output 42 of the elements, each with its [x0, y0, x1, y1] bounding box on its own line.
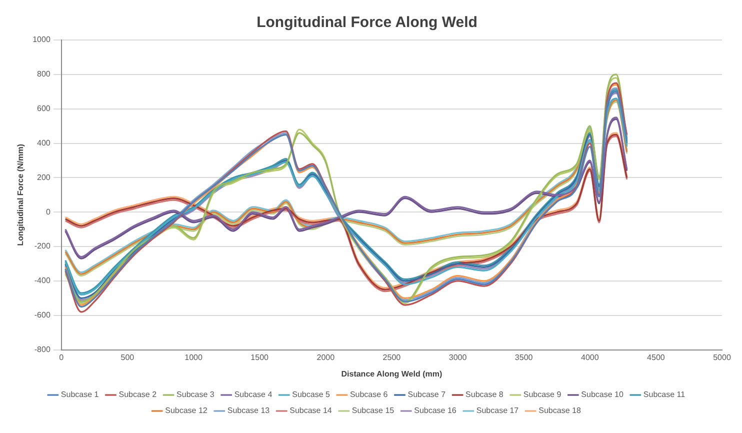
- legend-label: Subcase 15: [352, 406, 395, 416]
- y-tick-label: 400: [37, 138, 51, 148]
- y-tick-label: -200: [34, 242, 51, 251]
- legend-label: Subcase 5: [292, 390, 330, 400]
- x-tick-label: 500: [120, 352, 135, 362]
- legend-label: Subcase 8: [466, 390, 504, 400]
- legend-label: Subcase 12: [165, 406, 208, 416]
- legend-label: Subcase 16: [414, 406, 457, 416]
- y-tick-label: -800: [34, 345, 51, 354]
- y-tick-label: 800: [37, 70, 51, 79]
- legend-label: Subcase 6: [350, 390, 388, 400]
- legend-label: Subcase 18: [538, 406, 582, 416]
- x-tick-label: 1500: [250, 352, 270, 362]
- x-tick-label: 0: [59, 352, 64, 362]
- legend-label: Subcase 4: [234, 390, 273, 400]
- x-tick-label: 3500: [514, 352, 534, 362]
- legend-label: Subcase 14: [290, 406, 332, 416]
- x-tick-label: 3000: [448, 352, 468, 362]
- chart-title: Longitudinal Force Along Weld: [256, 14, 478, 32]
- x-tick-label: 4500: [647, 352, 666, 362]
- y-tick-label: 600: [37, 104, 51, 114]
- y-tick-label: 0: [46, 207, 51, 216]
- legend-label: Subcase 10: [581, 390, 624, 400]
- x-tick-label: 2500: [382, 352, 402, 362]
- y-tick-label: -600: [34, 310, 51, 320]
- legend-label: Subcase 9: [523, 390, 562, 400]
- legend-label: Subcase 2: [118, 390, 158, 400]
- x-tick-label: 5000: [713, 352, 732, 362]
- x-tick-label: 2000: [316, 352, 336, 362]
- y-axis-title: Longitudinal Force (N/mm): [16, 144, 26, 246]
- y-tick-label: 1000: [32, 35, 51, 44]
- y-tick-label: -400: [34, 276, 51, 286]
- legend-label: Subcase 11: [643, 390, 686, 400]
- x-axis-title: Distance Along Weld (mm): [341, 369, 442, 378]
- legend-label: Subcase 13: [227, 406, 270, 416]
- legend-label: Subcase 1: [60, 390, 100, 400]
- legend-label: Subcase 17: [476, 406, 520, 416]
- legend-label: Subcase 3: [176, 390, 215, 400]
- legend-label: Subcase 7: [408, 390, 446, 400]
- y-tick-label: 200: [37, 172, 51, 182]
- x-tick-label: 1000: [184, 352, 203, 362]
- x-tick-label: 4000: [580, 352, 600, 362]
